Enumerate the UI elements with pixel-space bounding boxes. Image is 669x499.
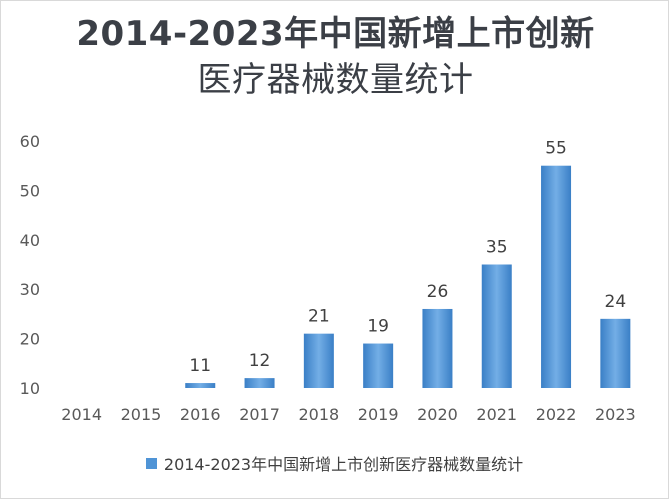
data-label-2016: 11 <box>189 356 211 376</box>
x-tick-label-2023: 2023 <box>595 405 636 424</box>
x-tick-label-2017: 2017 <box>239 405 280 424</box>
chart-title-line1: 2014-2023年中国新增上市创新 <box>76 14 595 54</box>
x-tick-label-2018: 2018 <box>298 405 339 424</box>
y-tick-label: 10 <box>20 379 40 398</box>
y-tick-label: 40 <box>20 231 40 250</box>
chart-title: 2014-2023年中国新增上市创新 医疗器械数量统计 <box>21 11 650 103</box>
bar-2023 <box>600 318 631 388</box>
x-tick-label-2019: 2019 <box>358 405 399 424</box>
x-tick-label-2014: 2014 <box>61 405 102 424</box>
legend-label: 2014-2023年中国新增上市创新医疗器械数量统计 <box>163 455 524 474</box>
x-tick-label-2021: 2021 <box>476 405 517 424</box>
bars <box>185 165 631 388</box>
bar-2017 <box>244 378 275 388</box>
data-label-2023: 24 <box>605 292 627 312</box>
bar-2020 <box>422 308 453 388</box>
bar-2022 <box>541 165 572 388</box>
data-label-2020: 26 <box>427 282 449 302</box>
x-tick-label-2015: 2015 <box>121 405 162 424</box>
data-label-2021: 35 <box>486 238 508 258</box>
data-label-2017: 12 <box>249 351 271 371</box>
legend-swatch <box>145 458 157 469</box>
y-tick-label: 60 <box>20 132 40 151</box>
data-label-2022: 55 <box>545 139 567 159</box>
data-labels: 11 12 21 19 26 35 55 24 <box>189 139 626 376</box>
y-tick-label: 50 <box>20 181 40 200</box>
bar-2019 <box>363 343 394 388</box>
legend: 2014-2023年中国新增上市创新医疗器械数量统计 <box>0 454 669 476</box>
data-label-2018: 21 <box>308 307 330 327</box>
bar-2018 <box>303 333 334 388</box>
x-tick-label-2020: 2020 <box>417 405 458 424</box>
bar-2016 <box>185 383 216 388</box>
chart-title-line2: 医疗器械数量统计 <box>197 60 474 100</box>
x-axis: 2014 2015 2016 2017 2018 2019 2020 2021 2022 2023 <box>61 405 635 424</box>
x-tick-label-2016: 2016 <box>180 405 221 424</box>
x-tick-label-2022: 2022 <box>536 405 577 424</box>
y-tick-label: 30 <box>20 280 40 299</box>
y-tick-label: 20 <box>20 330 40 349</box>
y-axis: 10 20 30 40 50 60 <box>20 132 40 398</box>
data-label-2019: 19 <box>367 317 389 337</box>
bar-2021 <box>481 264 512 388</box>
